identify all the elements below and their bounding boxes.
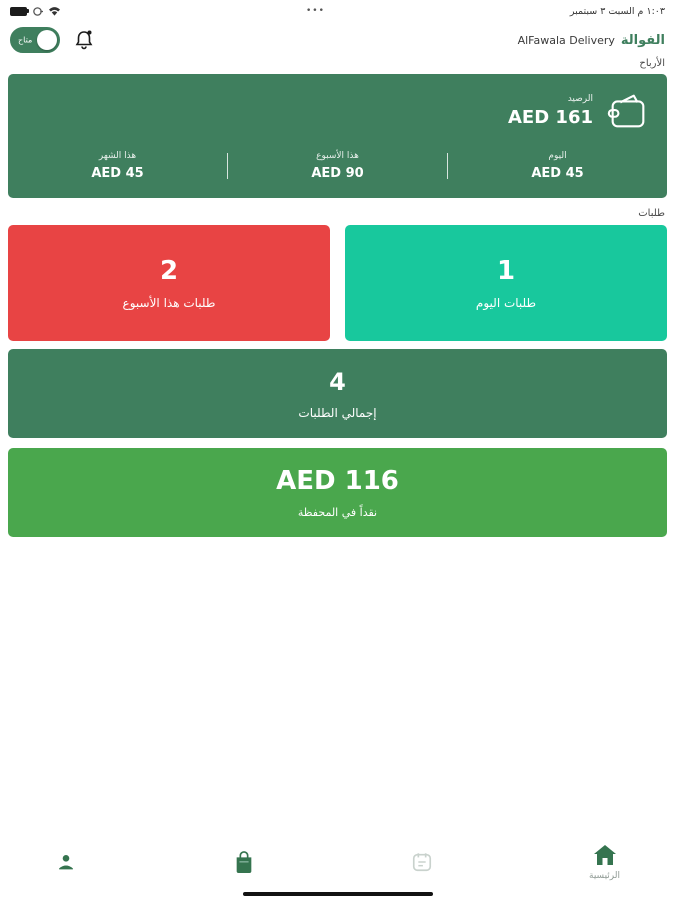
cash-wallet-card[interactable]: AED 116 نقداً في المحفظة: [8, 448, 667, 537]
header-left: متاح: [10, 27, 94, 53]
divider: [447, 153, 448, 179]
divider: [227, 153, 228, 179]
nav-home-label: الرئيسية: [589, 871, 620, 881]
calendar-icon: [412, 853, 432, 872]
stat-month-value: AED 45: [91, 166, 144, 181]
nav-orders[interactable]: [233, 850, 255, 874]
balance-label: الرصيد: [567, 94, 593, 104]
home-icon: [593, 845, 616, 865]
balance-card: الرصيد AED 161 اليوم AED 45 هذا الأسبوع …: [8, 74, 667, 198]
orders-today-label: طلبات اليوم: [475, 296, 537, 310]
profits-section-label: الأرباح: [639, 58, 665, 69]
stat-month: هذا الشهر AED 45: [8, 151, 227, 181]
stat-week-label: هذا الأسبوع: [316, 151, 359, 161]
header-right: AlFawala Delivery الفوالة: [518, 33, 665, 48]
app-name: AlFawala Delivery: [517, 33, 615, 47]
stat-week-value: AED 90: [311, 166, 364, 181]
nav-schedule[interactable]: [411, 851, 433, 873]
toggle-knob[interactable]: [37, 30, 57, 50]
balance-value: AED 161: [507, 107, 593, 128]
stat-month-label: هذا الشهر: [98, 151, 137, 161]
battery-icon: [10, 6, 29, 16]
orders-today-count: 1: [496, 256, 516, 286]
orders-total-card[interactable]: 4 إجمالي الطلبات: [8, 349, 667, 438]
bag-icon: [236, 851, 252, 873]
status-bar-left: [10, 6, 61, 17]
stat-today-value: AED 45: [531, 166, 584, 181]
online-toggle[interactable]: متاح: [10, 27, 60, 53]
nav-profile[interactable]: [55, 851, 77, 873]
notification-dot: [87, 30, 92, 35]
status-bar-dots: •••: [305, 6, 325, 16]
person-icon: [59, 855, 73, 870]
orders-week-card[interactable]: 2 طلبات هذا الأسبوع: [8, 225, 330, 341]
wallet-icon: [607, 94, 645, 128]
cash-label: نقداً في المحفظة: [297, 506, 378, 519]
orders-total-count: 4: [329, 367, 346, 396]
status-bar: ••• ١:٠٣ م السبت ٣ سبتمبر: [0, 0, 675, 20]
notification-bell-icon[interactable]: [74, 29, 94, 51]
balance-stats-row: اليوم AED 45 هذا الأسبوع AED 90 هذا الشه…: [8, 144, 667, 188]
header: متاح AlFawala Delivery الفوالة: [0, 24, 675, 56]
stat-today-label: اليوم: [548, 151, 567, 161]
stat-week: هذا الأسبوع AED 90: [228, 151, 447, 181]
home-indicator[interactable]: [242, 892, 433, 896]
online-toggle-label: متاح: [18, 35, 33, 45]
orders-week-count: 2: [159, 256, 179, 286]
orders-today-card[interactable]: 1 طلبات اليوم: [345, 225, 667, 341]
status-time-date: ١:٠٣ م السبت ٣ سبتمبر: [569, 5, 665, 17]
wifi-icon: [49, 6, 60, 16]
stat-today: اليوم AED 45: [448, 151, 667, 181]
orders-total-label: إجمالي الطلبات: [298, 405, 377, 420]
balance-summary: الرصيد AED 161: [508, 88, 651, 134]
alarm-icon: [33, 6, 43, 16]
cash-value: AED 116: [276, 466, 399, 496]
app-logo: الفوالة: [620, 32, 665, 48]
nav-home[interactable]: الرئيسية: [589, 843, 620, 881]
orders-week-label: طلبات هذا الأسبوع: [122, 296, 216, 310]
orders-section-label: طلبات: [638, 208, 665, 219]
bottom-nav: الرئيسية: [0, 834, 675, 890]
